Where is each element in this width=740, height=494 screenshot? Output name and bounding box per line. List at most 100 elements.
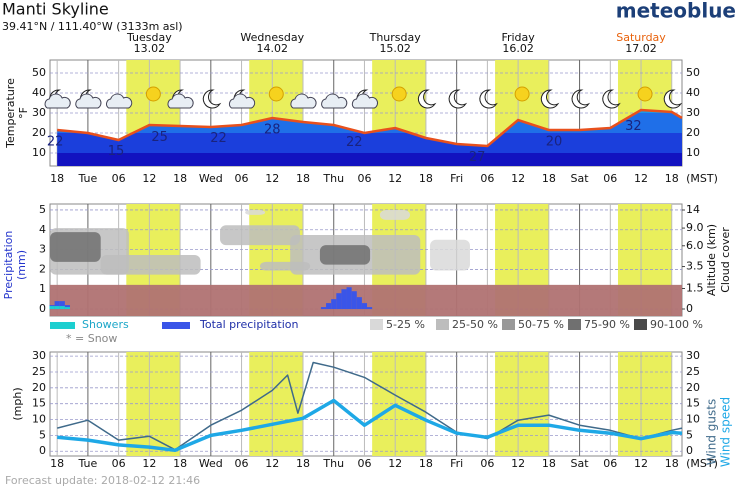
x-tick-label: 18 [665,457,679,470]
cloud-legend-swatch [370,319,383,330]
day-date: 14.02 [257,42,289,55]
precip-bar [341,289,347,310]
legend-label: Total precipitation [199,318,299,331]
precip-bar [326,303,332,310]
x-tick-label: 18 [665,172,679,185]
y2-tick-label: 14 [686,203,700,216]
y2-tick-label: 0 [686,444,693,457]
x-tick-label: 18 [419,172,433,185]
icon-moon [479,89,498,109]
icon-sun [514,86,530,102]
x-tick-label: 18 [173,457,187,470]
day-date: 13.02 [134,42,166,55]
temp-label: 22 [210,131,227,146]
x-tick-label: 06 [235,172,249,185]
legend-swatch [162,322,190,329]
x-tick-label: Thu [322,457,344,470]
y-tick-label: 5 [39,428,46,441]
day-date: 17.02 [625,42,657,55]
x-tick-label: 06 [235,457,249,470]
icon-moon [202,89,222,109]
precip-bar [367,307,373,310]
y-tick-label: 40 [32,86,46,99]
x-tick-label: 18 [419,457,433,470]
icon-cloud [290,93,317,109]
x-tick-label: 06 [603,457,617,470]
x-tick-label: Sat [571,457,590,470]
y2-tick-label: 10 [686,413,700,426]
y-axis-unit: (mph) [11,387,24,420]
temp-band [57,133,682,153]
y2-tick-label: 20 [686,381,700,394]
x-tick-label: 12 [265,457,279,470]
snow-note: * = Snow [66,332,117,345]
y2-tick-label: 10 [686,146,700,159]
y2-tick-label: 30 [686,349,700,362]
day-name: Friday [501,31,535,44]
y2-axis-label: Cloud cover [719,227,732,293]
icon-moon [540,89,560,109]
cloud-legend-label: 5-25 % [386,318,425,331]
cloud-legend-label: 75-90 % [584,318,630,331]
day-date: 16.02 [502,42,534,55]
icon-moon [571,89,591,109]
y2-tick-label: 20 [686,126,700,139]
precip-bar [59,301,65,310]
cloud-patch [220,225,300,246]
x-tick-label: 18 [50,172,64,185]
icon-moon [448,89,468,109]
temp-label: 15 [108,144,125,159]
x-tick-label: Sat [571,172,590,185]
legend-label: Showers [82,318,129,331]
icon-cloud [106,93,133,109]
cloud-patch [50,232,101,262]
temp-label: 25 [151,130,168,145]
day-date: 15.02 [379,42,411,55]
y-tick-label: 30 [32,349,46,362]
timezone: (MST) [686,172,718,185]
timezone: (MST) [686,457,718,470]
cloud-patch [319,245,371,265]
cloud-patch [379,210,411,220]
y2-tick-label: 6.0 [686,239,704,252]
series-label: Wind gusts [705,399,719,465]
cloud-patch [100,254,201,275]
y-tick-label: 25 [32,365,46,378]
y-tick-label: 30 [32,106,46,119]
icon-cloud [75,93,102,109]
legend-swatch [50,322,75,329]
day-name: Tuesday [126,31,172,44]
precip-bar [49,306,55,310]
temp-label: 27 [469,150,486,165]
y2-tick-label: 0 [686,302,693,315]
y-tick-label: 1 [39,282,46,295]
day-name: Thursday [369,31,422,44]
cloud-legend-swatch [436,319,449,330]
y-tick-label: 10 [32,413,46,426]
x-tick-label: Fri [450,457,463,470]
y2-tick-label: 15 [686,397,700,410]
precip-bar [361,303,368,310]
icon-sun [145,86,161,102]
terrain [50,284,682,316]
y-tick-label: 20 [32,381,46,394]
temp-label: 20 [546,135,563,150]
cloud-patch [430,239,470,271]
x-tick-label: 12 [634,457,648,470]
x-tick-label: 18 [542,172,556,185]
icon-cloud [321,93,348,109]
series-label: Wind speed [719,397,733,467]
icon-moon [602,89,621,109]
title: Manti Skyline [2,0,109,19]
x-tick-label: 12 [634,172,648,185]
x-tick-label: 18 [296,172,310,185]
brand: meteoblue [616,0,736,23]
icon-sun [268,86,284,102]
x-tick-label: 12 [388,457,402,470]
cloud-legend-swatch [502,319,515,330]
y2-tick-label: 1.5 [686,282,704,295]
y2-tick-label: 30 [686,106,700,119]
x-tick-label: 18 [173,172,187,185]
x-tick-label: 06 [480,457,494,470]
